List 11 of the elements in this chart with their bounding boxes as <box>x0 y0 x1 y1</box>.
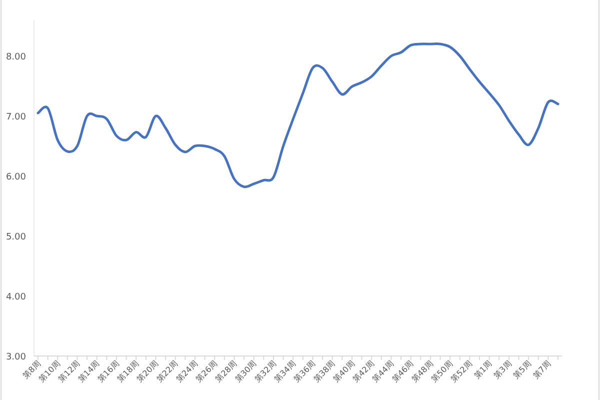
x-tick-label: 第1周 <box>472 359 494 380</box>
y-tick-label: 6.00 <box>6 172 26 182</box>
line-series <box>36 42 560 188</box>
y-tick-label: 8.00 <box>6 52 26 62</box>
x-tick-label: 第5周 <box>512 359 533 380</box>
y-tick-label: 3.00 <box>6 352 26 362</box>
y-tick-label: 4.00 <box>6 292 26 302</box>
y-tick-label: 5.00 <box>6 232 26 242</box>
x-tick-label: 第3周 <box>492 359 514 380</box>
x-tick-label: 第7周 <box>531 359 553 380</box>
y-tick-label: 7.00 <box>6 112 26 122</box>
